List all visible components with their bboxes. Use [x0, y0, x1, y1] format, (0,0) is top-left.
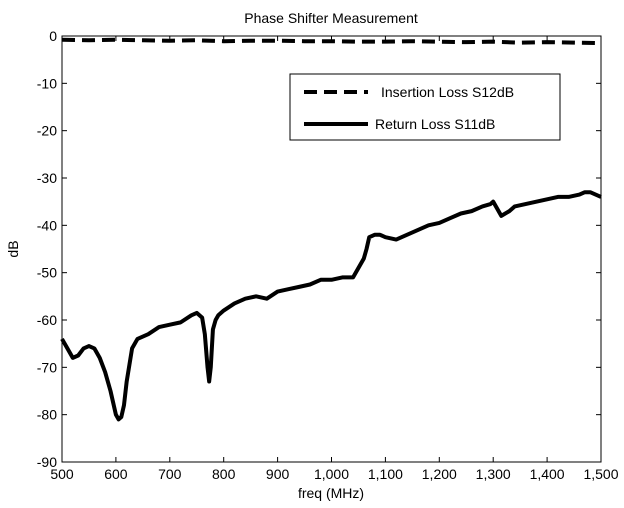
- x-tick-label: 600: [104, 466, 128, 482]
- y-tick-label: -20: [37, 123, 57, 139]
- y-tick-label: -30: [37, 170, 57, 186]
- x-tick-label: 1,100: [368, 466, 403, 482]
- x-tick-label: 1,300: [476, 466, 511, 482]
- x-axis-title: freq (MHz): [298, 485, 364, 501]
- y-tick-label: -10: [37, 75, 57, 91]
- series-line-return-loss: [60, 190, 602, 422]
- legend: Insertion Loss S12dB Return Loss S11dB: [289, 73, 561, 141]
- y-axis-title: dB: [5, 240, 21, 257]
- legend-box: [289, 73, 561, 141]
- x-tick-label: 1,000: [314, 466, 349, 482]
- y-tick-label: -60: [37, 312, 57, 328]
- legend-label-return-loss: Return Loss S11dB: [375, 116, 495, 132]
- x-tick-label: 1,500: [583, 466, 618, 482]
- y-tick-label: -80: [37, 407, 57, 423]
- x-tick-label: 800: [212, 466, 236, 482]
- x-tick-label: 700: [158, 466, 182, 482]
- chart-title: Phase Shifter Measurement: [244, 10, 418, 26]
- y-tick-label: 0: [49, 28, 57, 44]
- x-tick-label: 900: [266, 466, 290, 482]
- x-tick-label: 1,400: [530, 466, 565, 482]
- y-tick-label: -50: [37, 265, 57, 281]
- y-tick-label: -90: [37, 454, 57, 470]
- x-tick-label: 1,200: [422, 466, 457, 482]
- axis-ticks: [61, 35, 602, 463]
- axis-tick-labels: 500 600 700 800 900 1,000 1,100 1,200 1,300 1,400…: [37, 28, 619, 482]
- y-tick-label: -70: [37, 359, 57, 375]
- legend-label-insertion-loss: Insertion Loss S12dB: [381, 84, 514, 100]
- x-tick-label: 500: [50, 466, 74, 482]
- series-layer: [60, 37, 602, 422]
- series-line-insertion-loss: [61, 37, 602, 46]
- y-tick-label: -40: [37, 217, 57, 233]
